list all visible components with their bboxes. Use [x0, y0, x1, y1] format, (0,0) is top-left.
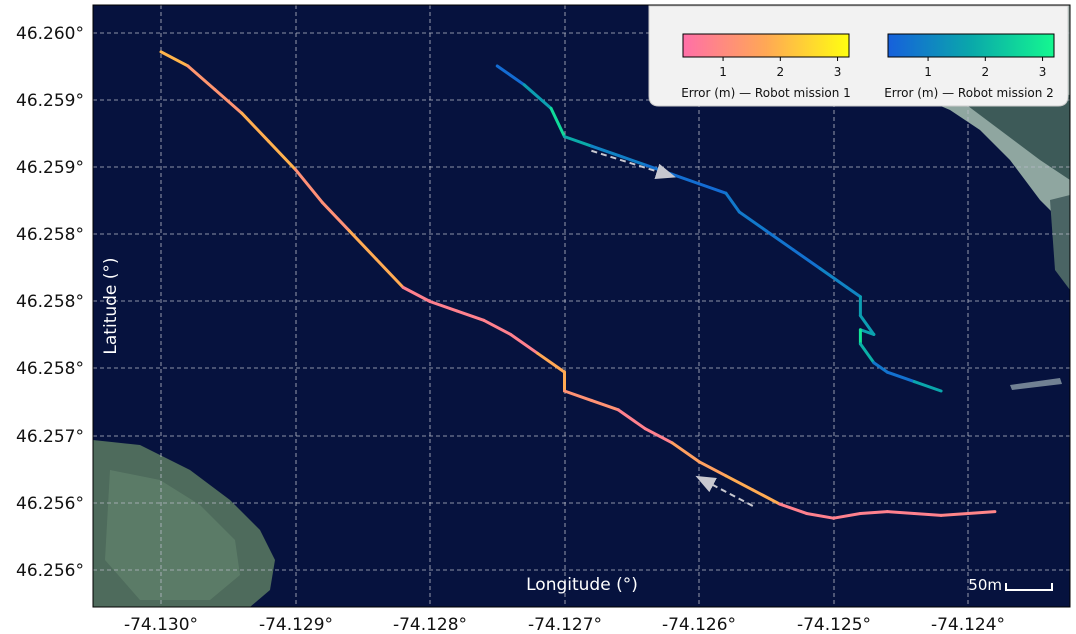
x-tick-label: -74.127° — [528, 615, 602, 634]
mission-2-track-segment — [563, 135, 593, 148]
mission-1-track-segment — [482, 318, 513, 336]
x-tick-labels: -74.130° -74.129° -74.128° -74.127° -74.126°… — [124, 615, 1005, 634]
mission-1-track-segment — [428, 300, 459, 313]
mission-2-track-segment — [818, 267, 849, 289]
mission-1-track-segment — [912, 511, 943, 517]
y-tick-label: 46.258° — [16, 292, 84, 312]
forest-top-right — [900, 85, 1070, 180]
mission-1-track-segment — [643, 427, 674, 445]
colorbar-tick-label: 1 — [719, 65, 727, 79]
mission-2-track-segment — [791, 248, 822, 271]
scale-bar: 50m — [968, 576, 1053, 594]
scale-bar-line — [1005, 583, 1053, 591]
colorbar-legend: 1 2 3 1 2 3 Error (m) — Robot mission 1 Erro… — [648, 5, 1069, 107]
mission-1-track-segment — [347, 229, 378, 261]
colorbar-mission-1-ticks: 1 2 3 — [719, 57, 841, 79]
y-tick-label: 46.256° — [16, 561, 84, 581]
mission-1-track-segment — [213, 88, 244, 115]
mission-1-track-segment — [885, 510, 916, 515]
mission-2-track-segment — [724, 191, 741, 214]
mission-2-track-segment — [872, 361, 889, 374]
y-tick-label: 46.258° — [16, 225, 84, 245]
mission-1-track-segment — [966, 510, 997, 515]
mission-1-track-segment — [267, 139, 297, 172]
y-tick-label: 46.257° — [16, 427, 84, 447]
y-axis-title: Latitude (°) — [101, 257, 121, 354]
direction-arrow — [695, 475, 754, 507]
y-tick-label: 46.258° — [16, 359, 84, 379]
direction-arrow — [591, 149, 676, 180]
colorbar-tick-label: 2 — [981, 65, 989, 79]
mission-2-track-segment — [858, 328, 876, 336]
mission-2-track-segment — [495, 64, 526, 87]
mission-2-track-segment — [858, 314, 876, 336]
x-tick-label: -74.128° — [393, 615, 467, 634]
mission-2-track-segment — [912, 380, 943, 393]
colorbar-mission-2-label: Error (m) — Robot mission 2 — [884, 86, 1054, 100]
mission-2-track-segment — [522, 83, 553, 110]
mission-2-track-segment — [616, 153, 647, 167]
robot-tracks — [159, 50, 997, 520]
colorbar-tick-label: 2 — [776, 65, 784, 79]
mission-1-track-segment — [186, 64, 217, 92]
mission-1-track-segment — [939, 511, 970, 517]
forest-right-edge — [1050, 195, 1070, 290]
mission-1-track-segment — [616, 408, 647, 431]
scale-bar-label: 50m — [968, 576, 1002, 594]
mission-1-track-segment — [240, 111, 271, 143]
mission-1-track-segment — [509, 332, 540, 355]
mission-1-track-segment — [832, 511, 862, 520]
mission-1-track-segment — [401, 285, 432, 303]
mission-1-track-segment — [670, 441, 701, 464]
mission-2-track-segment — [670, 172, 701, 186]
y-tick-label: 46.259° — [16, 91, 84, 111]
colorbar-mission-2-ticks: 1 2 3 — [924, 57, 1046, 79]
dock-structure — [1010, 378, 1062, 390]
mission-2-track-segment — [885, 370, 916, 384]
mission-2-track-segment — [737, 210, 768, 233]
mission-2-track-segment — [697, 182, 728, 195]
mission-1-track-segment — [778, 502, 809, 515]
x-tick-label: -74.124° — [931, 615, 1005, 634]
mission-2-track-segment — [845, 285, 862, 299]
x-tick-label: -74.125° — [797, 615, 871, 634]
mission-1-track-segment — [320, 201, 351, 233]
mission-1-track-segment — [589, 398, 620, 412]
colorbar-tick-label: 1 — [924, 65, 932, 79]
mission-2-track-segment — [589, 144, 620, 157]
mission-1-track-segment — [294, 168, 324, 205]
x-tick-label: -74.129° — [259, 615, 333, 634]
colorbar-mission-1 — [682, 33, 850, 58]
mission-1-track-segment — [536, 351, 566, 374]
legend-box — [648, 5, 1069, 107]
colorbar-tick-label: 3 — [834, 65, 842, 79]
mission-1-track-segment — [159, 50, 190, 68]
y-tick-label: 46.259° — [16, 158, 84, 178]
colorbar-mission-2 — [887, 33, 1055, 58]
mission-2-track-segment — [549, 106, 566, 139]
mission-1-track-segment — [563, 389, 593, 402]
mission-1-track-segment — [724, 474, 755, 492]
colorbar-mission-1-label: Error (m) — Robot mission 1 — [681, 86, 851, 100]
y-tick-label: 46.260° — [16, 24, 84, 44]
direction-arrows — [591, 149, 754, 507]
mission-1-track-segment — [697, 460, 728, 478]
y-tick-label: 46.256° — [16, 494, 84, 514]
plot-frame — [92, 4, 1071, 608]
mission-1-track-segment — [751, 488, 782, 506]
mission-2-track-segment — [858, 342, 876, 365]
mission-2-track-segment — [764, 229, 795, 252]
colorbar-tick-label: 3 — [1039, 65, 1047, 79]
island-bottom-left-texture — [105, 470, 240, 600]
mission-1-track-segment — [455, 309, 486, 322]
y-tick-labels: 46.260° 46.259° 46.259° 46.258° 46.258° 46.25… — [16, 24, 84, 581]
mission-1-track-segment — [858, 510, 889, 515]
mission-1-track-segment — [374, 257, 405, 289]
x-tick-label: -74.130° — [124, 615, 198, 634]
mission-1-track-segment — [805, 511, 835, 520]
x-axis-title: Longitude (°) — [526, 575, 638, 595]
x-tick-label: -74.126° — [662, 615, 736, 634]
